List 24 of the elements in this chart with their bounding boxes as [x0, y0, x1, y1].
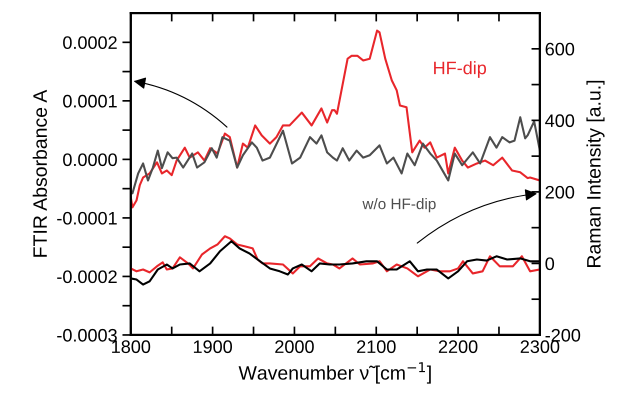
text: HF-dip: [434, 61, 486, 78]
y2-axis-title: Raman Intensity [a.u.]: [586, 80, 605, 267]
y-tick-label: 0.0001: [63, 94, 117, 108]
line-series: [130, 235, 540, 278]
x-tick-label: 1800: [112, 340, 150, 354]
y-tick-label: 0.0002: [63, 36, 117, 50]
y2-tick-label: 600: [546, 42, 574, 56]
x-tick-label: 2000: [275, 340, 314, 354]
x-axis-title: Wavenumber ν̃ [cm$^{−1}$]: [238, 362, 431, 384]
y2-tick-label: 200: [546, 186, 574, 199]
line-series: [130, 116, 540, 194]
x-tick-label: 2300: [520, 340, 560, 354]
y-tick-label: -0.0002: [57, 270, 117, 284]
y-tick-label: -0.0003: [57, 328, 117, 342]
x-tick-label: 2100: [357, 340, 396, 354]
y-tick-label: 0.0000: [63, 153, 117, 166]
y2-tick-label: 0: [545, 257, 554, 270]
y-tick-label: -0.0001: [57, 212, 117, 225]
y2-tick-label: 400: [545, 114, 574, 128]
series-label: w/o HF-dip: [362, 198, 436, 212]
y2-tick-label: -200: [546, 328, 580, 342]
x-tick-label: 1900: [194, 340, 232, 354]
y-axis-title: FTIR Absorbance A: [32, 90, 47, 257]
x-tick-label: 2200: [438, 340, 478, 354]
